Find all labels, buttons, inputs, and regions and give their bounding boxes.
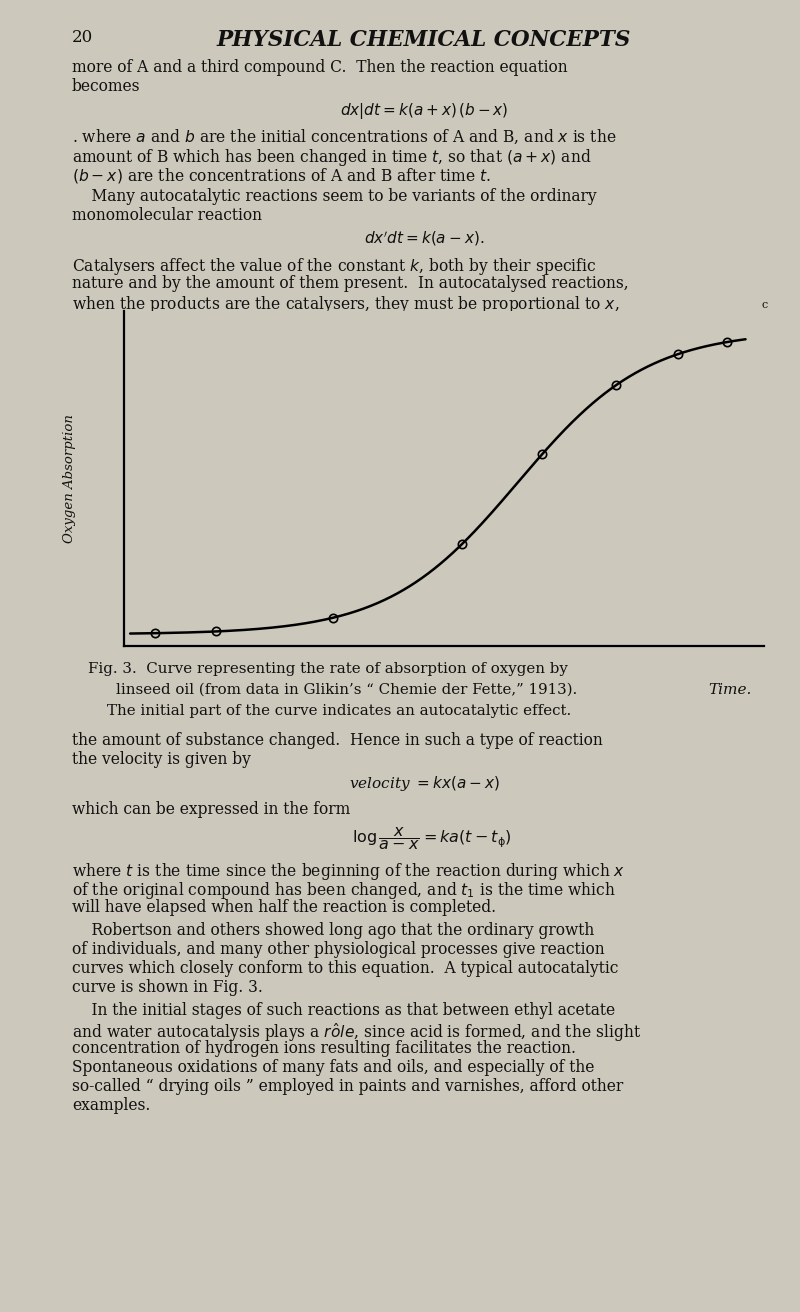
Text: when the products are the catalysers, they must be proportional to $x$,: when the products are the catalysers, th… [72,294,619,315]
Text: linseed oil (from data in Glikin’s “ Chemie der Fette,” 1913).: linseed oil (from data in Glikin’s “ Che… [116,682,578,697]
Text: of the original compound has been changed, and $t_1$ is the time which: of the original compound has been change… [72,880,616,901]
Text: concentration of hydrogen ions resulting facilitates the reaction.: concentration of hydrogen ions resulting… [72,1040,576,1057]
Text: so-called “ drying oils ” employed in paints and varnishes, afford other: so-called “ drying oils ” employed in pa… [72,1078,623,1096]
Text: PHYSICAL CHEMICAL CONCEPTS: PHYSICAL CHEMICAL CONCEPTS [217,29,631,51]
Text: will have elapsed when half the reaction is completed.: will have elapsed when half the reaction… [72,900,496,917]
Text: Fig. 3.  Curve representing the rate of absorption of oxygen by: Fig. 3. Curve representing the rate of a… [88,661,568,676]
Text: the amount of substance changed.  Hence in such a type of reaction: the amount of substance changed. Hence i… [72,732,602,749]
Text: where $t$ is the time since the beginning of the reaction during which $x$: where $t$ is the time since the beginnin… [72,862,626,883]
Text: curve is shown in Fig. 3.: curve is shown in Fig. 3. [72,979,263,996]
Text: с: с [762,300,768,310]
Text: which can be expressed in the form: which can be expressed in the form [72,800,350,817]
Text: the velocity is given by: the velocity is given by [72,750,251,768]
Text: $(b - x)$ are the concentrations of A and B after time $t$.: $(b - x)$ are the concentrations of A an… [72,165,491,185]
Text: Many autocatalytic reactions seem to be variants of the ordinary: Many autocatalytic reactions seem to be … [72,188,597,205]
Text: and water autocatalysis plays a $r\hat{o}le$, since acid is formed, and the slig: and water autocatalysis plays a $r\hat{o… [72,1021,641,1044]
Text: $dx'dt = k(a - x).$: $dx'dt = k(a - x).$ [364,230,484,248]
Text: nature and by the amount of them present.  In autocatalysed reactions,: nature and by the amount of them present… [72,276,629,293]
Text: curves which closely conform to this equation.  A typical autocatalytic: curves which closely conform to this equ… [72,960,618,977]
Text: 20: 20 [72,29,94,46]
Text: Oxygen Absorption: Oxygen Absorption [63,415,76,543]
Text: Spontaneous oxidations of many fats and oils, and especially of the: Spontaneous oxidations of many fats and … [72,1059,594,1076]
Text: The initial part of the curve indicates an autocatalytic effect.: The initial part of the curve indicates … [88,703,571,718]
Text: more of A and a third compound C.  Then the reaction equation: more of A and a third compound C. Then t… [72,59,568,76]
Text: $\log \dfrac{x}{a - x} = ka(t - t_{\mathrm{\phi}})$: $\log \dfrac{x}{a - x} = ka(t - t_{\math… [352,825,512,853]
Text: Time.: Time. [708,682,751,697]
Text: monomolecular reaction: monomolecular reaction [72,207,262,224]
Text: In the initial stages of such reactions as that between ethyl acetate: In the initial stages of such reactions … [72,1002,615,1019]
Text: $dx|dt = k(a + x)\,(b - x)$: $dx|dt = k(a + x)\,(b - x)$ [340,101,508,121]
Text: . where $a$ and $b$ are the initial concentrations of A and B, and $x$ is the: . where $a$ and $b$ are the initial conc… [72,127,617,146]
Text: examples.: examples. [72,1097,150,1114]
Text: of individuals, and many other physiological processes give reaction: of individuals, and many other physiolog… [72,941,605,958]
Text: Catalysers affect the value of the constant $k$, both by their specific: Catalysers affect the value of the const… [72,256,597,277]
Text: amount of B which has been changed in time $t$, so that $(a + x)$ and: amount of B which has been changed in ti… [72,147,592,168]
Text: velocity $= kx(a - x)$: velocity $= kx(a - x)$ [349,774,499,792]
Text: Robertson and others showed long ago that the ordinary growth: Robertson and others showed long ago tha… [72,922,594,939]
Text: becomes: becomes [72,79,141,96]
